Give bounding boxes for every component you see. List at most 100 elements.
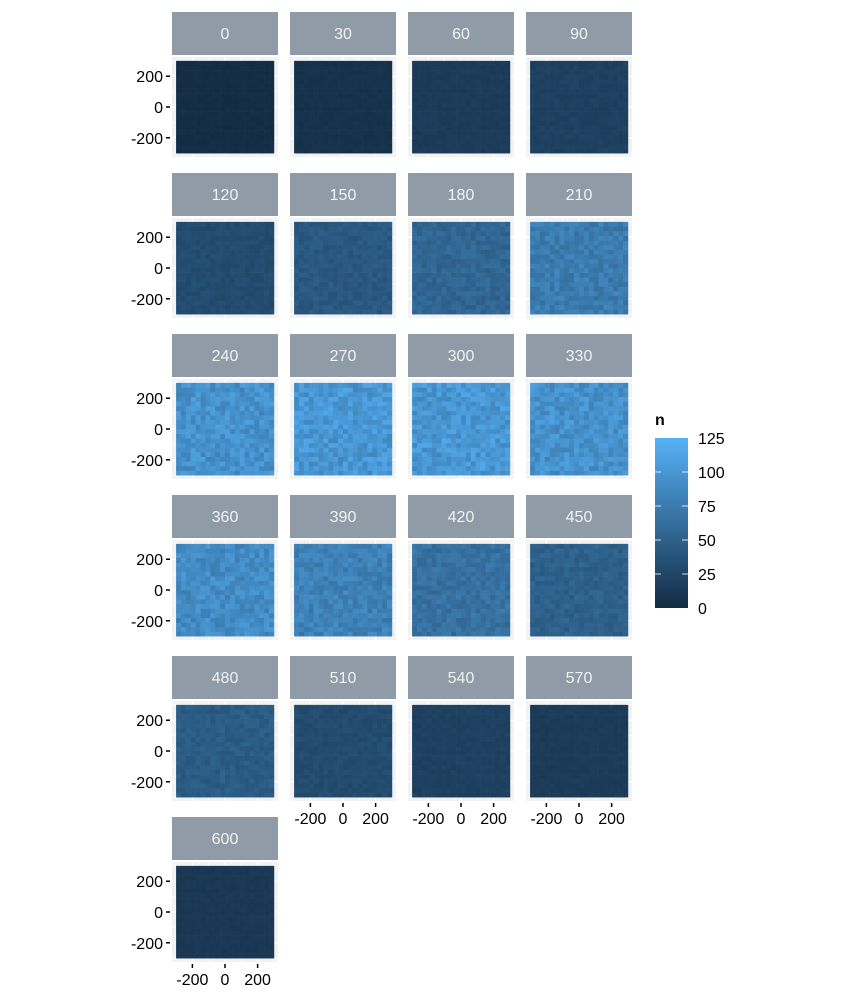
heatmap-tile: [323, 116, 329, 122]
heatmap-tile: [382, 240, 388, 246]
heatmap-tile: [387, 291, 393, 296]
heatmap-tile: [259, 93, 265, 99]
heatmap-tile: [505, 134, 511, 140]
heatmap-tile: [495, 139, 501, 145]
heatmap-tile: [387, 74, 393, 80]
heatmap-tile: [530, 309, 536, 315]
heatmap-tile: [180, 419, 187, 425]
heatmap-tile: [431, 226, 437, 232]
heatmap-tile: [490, 309, 496, 315]
heatmap-tile: [412, 470, 418, 476]
heatmap-tile: [254, 456, 260, 462]
heatmap-tile: [362, 97, 368, 103]
heatmap-tile: [598, 392, 604, 397]
heatmap-tile: [495, 392, 501, 397]
heatmap-tile: [180, 433, 187, 439]
heatmap-tile: [387, 295, 393, 301]
heatmap-tile: [362, 60, 368, 66]
heatmap-tile: [347, 429, 354, 434]
heatmap-tile: [313, 60, 319, 66]
heatmap-tile: [220, 387, 226, 393]
heatmap-tile: [244, 74, 250, 80]
heatmap-tile: [505, 452, 511, 457]
heatmap-tile: [377, 272, 383, 278]
heatmap-tile: [229, 79, 236, 85]
heatmap-tile: [259, 134, 265, 140]
heatmap-tile: [294, 102, 300, 108]
heatmap-tile: [559, 231, 565, 236]
heatmap-tile: [205, 93, 211, 99]
heatmap-tile: [608, 74, 614, 80]
heatmap-tile: [220, 456, 226, 462]
heatmap-tile: [215, 392, 221, 397]
heatmap-tile: [451, 268, 457, 273]
heatmap-tile: [195, 249, 201, 255]
heatmap-tile: [259, 116, 265, 122]
heatmap-tile: [446, 291, 452, 296]
heatmap-tile: [603, 125, 609, 131]
heatmap-tile: [244, 382, 250, 388]
heatmap-tile: [229, 438, 236, 444]
heatmap-tile: [588, 295, 594, 301]
heatmap-tile: [239, 382, 245, 388]
heatmap-tile: [225, 93, 231, 99]
heatmap-tile: [593, 295, 599, 301]
heatmap-tile: [357, 226, 363, 232]
heatmap-tile: [583, 433, 590, 439]
heatmap-tile: [205, 392, 211, 397]
heatmap-tile: [367, 226, 373, 232]
heatmap-tile: [539, 116, 546, 122]
heatmap-tile: [347, 461, 354, 467]
heatmap-tile: [220, 291, 226, 296]
heatmap-tile: [530, 410, 536, 416]
heatmap-tile: [239, 235, 245, 241]
heatmap-tile: [200, 433, 206, 439]
heatmap-tile: [574, 309, 580, 315]
heatmap-tile: [313, 83, 319, 89]
heatmap-tile: [416, 447, 423, 453]
heatmap-tile: [269, 79, 275, 85]
heatmap-tile: [180, 125, 187, 131]
heatmap-tile: [495, 107, 501, 112]
heatmap-tile: [239, 254, 245, 260]
heatmap-tile: [328, 277, 334, 283]
heatmap-tile: [574, 281, 580, 287]
heatmap-tile: [530, 107, 536, 112]
heatmap-tile: [215, 470, 221, 476]
heatmap-tile: [269, 60, 275, 66]
heatmap-tile: [352, 130, 358, 135]
heatmap-tile: [357, 65, 363, 71]
heatmap-tile: [554, 429, 560, 434]
heatmap-tile: [225, 268, 231, 273]
heatmap-tile: [343, 263, 349, 269]
heatmap-tile: [190, 74, 196, 80]
heatmap-tile: [180, 291, 187, 296]
heatmap-tile: [608, 419, 614, 425]
heatmap-tile: [190, 125, 196, 131]
heatmap-tile: [180, 410, 187, 416]
heatmap-tile: [559, 134, 565, 140]
heatmap-tile: [210, 254, 216, 260]
heatmap-tile: [618, 300, 624, 306]
heatmap-tile: [200, 70, 206, 75]
heatmap-tile: [412, 396, 418, 402]
heatmap-tile: [254, 433, 260, 439]
heatmap-tile: [554, 74, 560, 80]
heatmap-tile: [264, 470, 270, 476]
heatmap-tile: [338, 231, 344, 236]
heatmap-tile: [205, 415, 211, 421]
heatmap-tile: [564, 387, 570, 393]
heatmap-tile: [534, 452, 541, 457]
heatmap-tile: [387, 102, 393, 108]
heatmap-tile: [475, 120, 481, 126]
heatmap-tile: [598, 396, 604, 402]
heatmap-tile: [185, 277, 192, 283]
heatmap-tile: [485, 221, 491, 227]
heatmap-tile: [564, 148, 570, 154]
heatmap-tile: [412, 148, 418, 154]
heatmap-tile: [569, 254, 575, 260]
heatmap-tile: [588, 107, 594, 112]
heatmap-tile: [176, 452, 182, 457]
heatmap-tile: [451, 470, 457, 476]
heatmap-tile: [441, 268, 447, 273]
